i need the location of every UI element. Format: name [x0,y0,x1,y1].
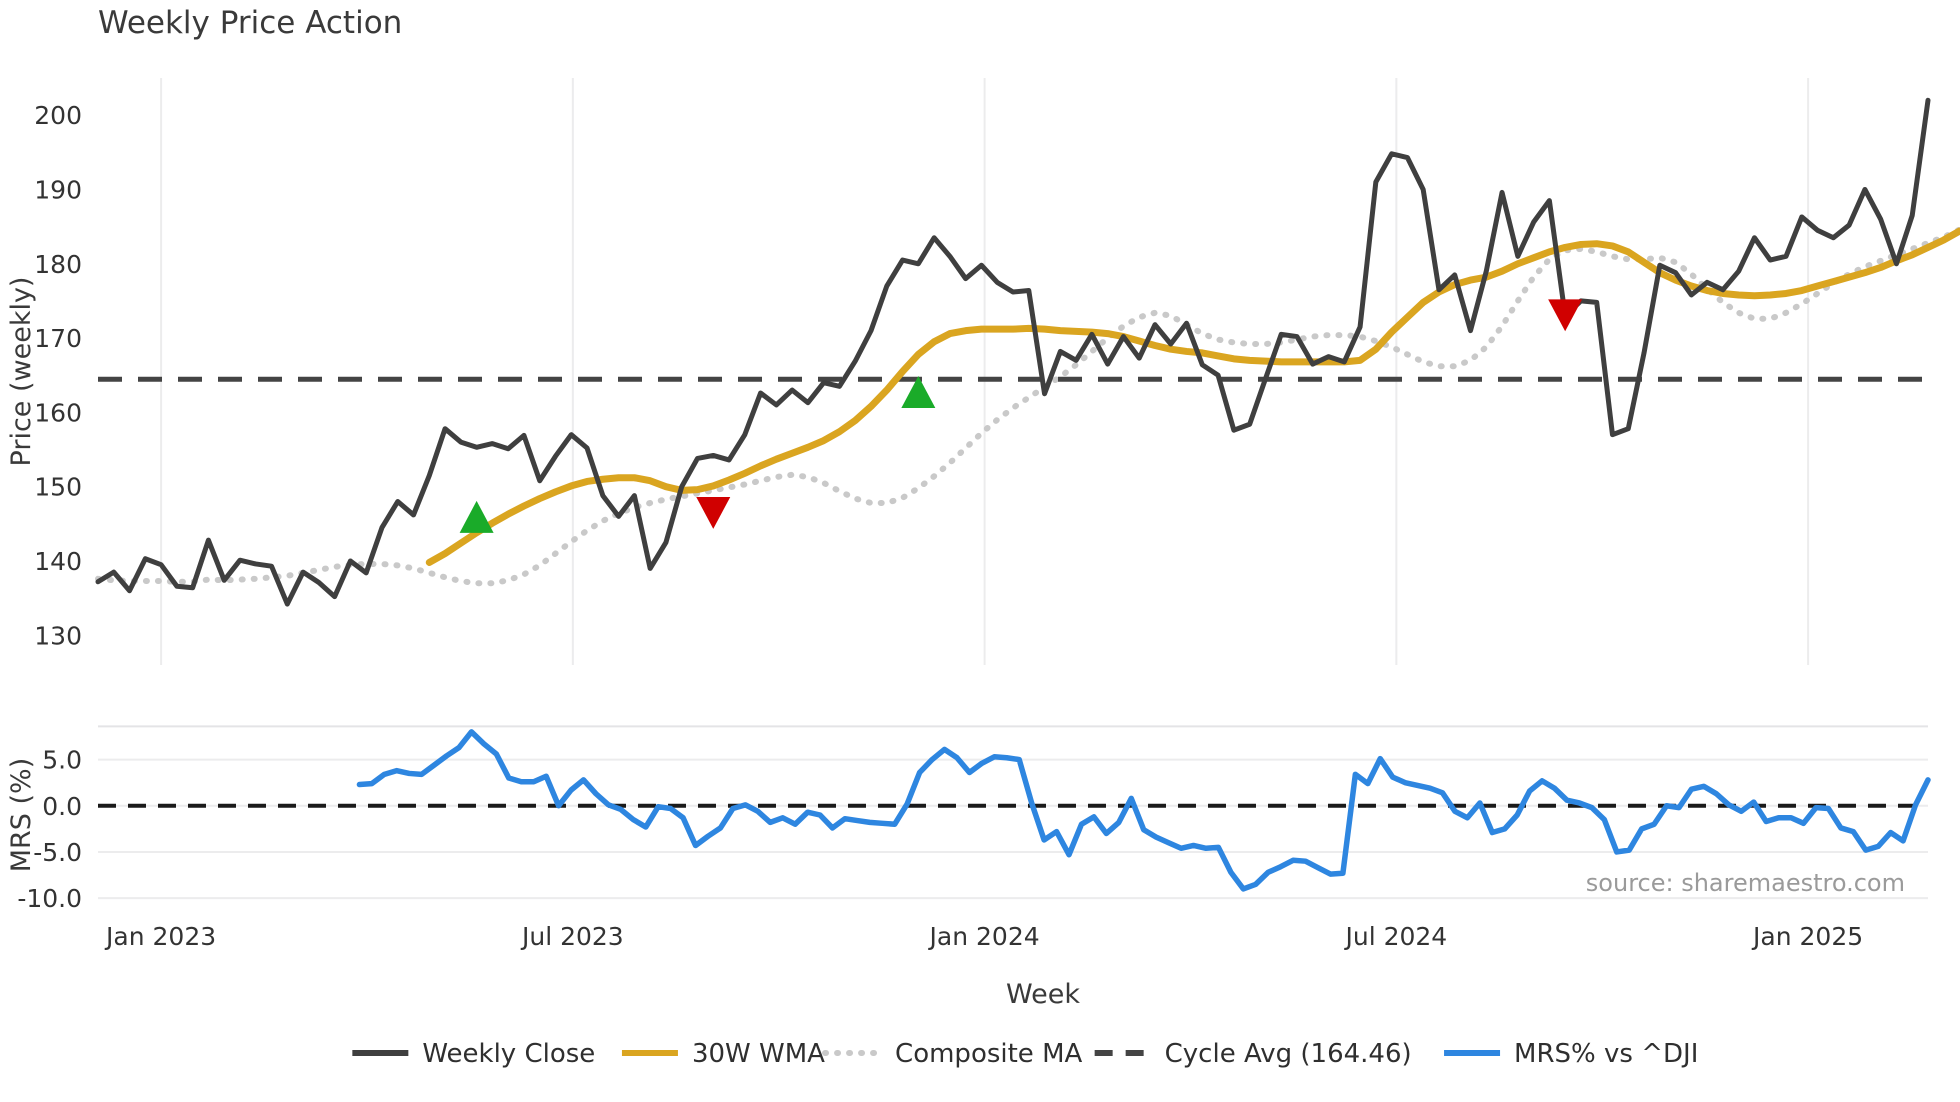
legend-item-0[interactable]: Weekly Close [352,1039,595,1069]
price-ytick-200: 200 [34,101,82,130]
wma-line [425,227,1960,566]
price-ytick-140: 140 [34,547,82,576]
mrs-series-group [98,729,1931,892]
legend-item-3[interactable]: Cycle Avg (164.46) [1094,1039,1412,1069]
source-attribution: source: sharemaestro.com [1586,869,1905,897]
price-ytick-170: 170 [34,324,82,353]
price-y-tick-labels: 130 140 150 160 170 180 190 200 [34,101,82,650]
xtick-0: Jan 2023 [104,922,216,951]
xtick-1: Jul 2023 [520,922,624,951]
composite-ma-line [95,226,1960,587]
weekly-close-line [95,97,1931,607]
price-ytick-160: 160 [34,398,82,427]
legend-item-2[interactable]: Composite MA [822,1039,1083,1069]
mrs-line [356,729,1931,892]
x-axis-label: Week [1006,979,1080,1010]
price-ytick-180: 180 [34,250,82,279]
xtick-4: Jan 2025 [1751,922,1863,951]
mrs-ytick-1: -5.0 [33,838,82,867]
price-ytick-130: 130 [34,621,82,650]
price-ytick-190: 190 [34,175,82,204]
mrs-ytick-2: 0.0 [42,792,82,821]
buy-marker-2 [901,376,936,409]
buy-marker-0 [459,500,494,533]
mrs-y-tick-labels: -10.0 -5.0 0.0 5.0 [17,746,82,914]
mrs-ytick-0: -10.0 [17,884,82,913]
xtick-2: Jan 2024 [928,922,1040,951]
price-axis-label: Price (weekly) [6,277,37,467]
legend-label-0: Weekly Close [422,1039,595,1069]
legend-item-1[interactable]: 30W WMA [621,1039,825,1069]
price-marker-group [459,299,1583,533]
xtick-3: Jul 2024 [1343,922,1447,951]
chart-legend: Weekly Close 30W WMA Composite MA Cycle Avg… [352,1039,1698,1069]
legend-label-3: Cycle Avg (164.46) [1165,1039,1412,1069]
legend-label-4: MRS% vs ^DJI [1514,1039,1698,1069]
sell-marker-1 [696,496,731,529]
x-tick-labels: Jan 2023 Jul 2023 Jan 2024 Jul 2024 Jan 2025… [104,922,1863,951]
legend-label-2: Composite MA [895,1039,1082,1069]
sell-marker-3 [1548,299,1583,332]
price-series-group [95,97,1960,607]
legend-label-1: 30W WMA [692,1039,825,1069]
legend-item-4[interactable]: MRS% vs ^DJI [1444,1039,1698,1069]
page-title: Weekly Price Action [98,5,402,41]
mrs-ytick-3: 5.0 [42,746,82,775]
price-ytick-150: 150 [34,473,82,502]
mrs-axis-label: MRS (%) [6,758,37,873]
